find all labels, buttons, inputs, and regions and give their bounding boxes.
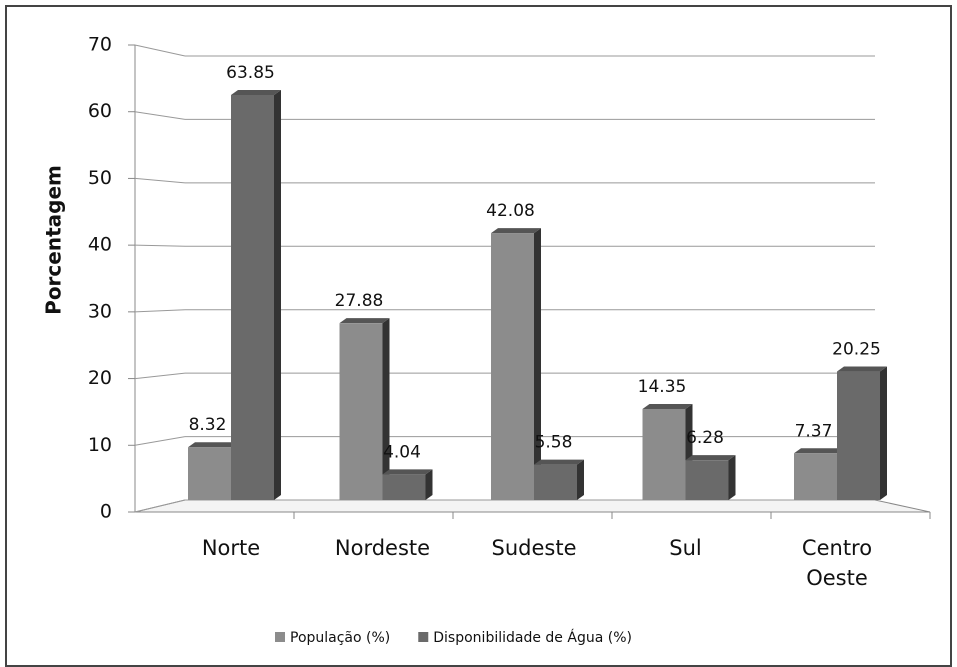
grid-line <box>134 177 186 184</box>
bar-top <box>534 459 584 465</box>
data-label: 63.85 <box>226 63 275 83</box>
bar <box>188 447 231 500</box>
bar-side <box>425 469 433 500</box>
y-tick-label: 20 <box>88 367 112 389</box>
grid-line <box>134 372 186 380</box>
y-tick-label: 40 <box>88 234 112 256</box>
grid-line <box>134 111 186 120</box>
bar-top <box>794 448 844 454</box>
bar <box>339 323 383 500</box>
bar-side <box>728 455 736 500</box>
y-tick-label: 50 <box>88 167 112 189</box>
legend-swatch <box>418 632 429 642</box>
bar-side <box>880 366 887 500</box>
bar-top <box>837 366 887 372</box>
bar <box>491 233 534 500</box>
bar-top <box>491 228 541 234</box>
bar <box>534 464 577 500</box>
data-label: 27.88 <box>335 291 384 311</box>
data-label: 20.25 <box>832 340 881 360</box>
bar-top <box>642 403 693 409</box>
y-tick-label: 30 <box>88 300 112 322</box>
data-label: 5.58 <box>535 433 573 453</box>
grid-line <box>134 499 186 513</box>
bar-side <box>577 459 584 500</box>
bar-side <box>382 318 390 500</box>
y-axis-title: Porcentagem <box>42 165 66 315</box>
frame <box>5 5 952 667</box>
legend-swatch <box>275 632 285 642</box>
data-label: 14.35 <box>638 377 687 397</box>
y-tick-label: 60 <box>88 100 112 122</box>
bar-top <box>382 469 433 475</box>
y-tick-label: 0 <box>100 501 112 523</box>
bar <box>794 453 837 500</box>
bar-top <box>339 318 390 324</box>
data-label: 42.08 <box>486 201 535 221</box>
grid-line <box>134 309 186 313</box>
bar <box>837 371 880 500</box>
bar-top <box>231 90 281 96</box>
x-tick-label: Norte <box>201 536 261 560</box>
bar-top <box>685 455 736 461</box>
x-tick-label: Sudeste <box>491 536 577 560</box>
data-label: 6.28 <box>686 428 724 448</box>
grid-line <box>134 244 186 247</box>
floor <box>134 499 931 513</box>
x-tick-label: Centro Oeste <box>801 536 873 590</box>
y-tick-label: 70 <box>88 34 112 56</box>
data-label: 4.04 <box>383 442 421 462</box>
bar <box>685 460 729 500</box>
bar-top <box>188 442 238 448</box>
data-label: 7.37 <box>795 421 833 441</box>
bar-side <box>274 90 281 500</box>
x-tick-label: Sul <box>669 536 702 560</box>
bar-side <box>534 228 541 500</box>
bar <box>231 95 274 500</box>
x-tick-label: Nordeste <box>334 536 431 560</box>
grid-line <box>134 44 186 57</box>
grid-line <box>134 436 186 446</box>
bar <box>382 474 426 500</box>
legend-label: População (%) <box>290 630 390 646</box>
data-label: 8.32 <box>189 415 227 435</box>
bar <box>642 408 686 500</box>
y-tick-label: 10 <box>88 434 112 456</box>
legend-label: Disponibilidade de Água (%) <box>433 629 632 646</box>
